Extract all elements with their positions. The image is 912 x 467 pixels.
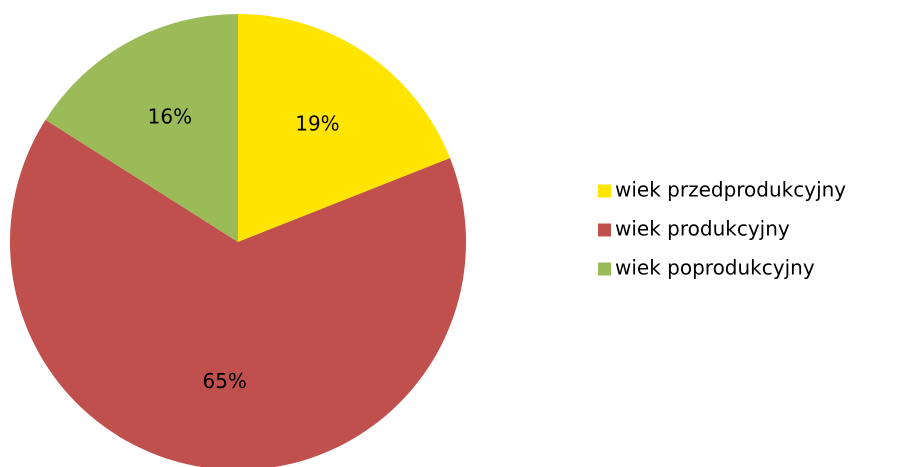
pie-slice-wiek-produkcyjny	[10, 119, 466, 467]
pie-slice-value-label: 19%	[295, 112, 339, 136]
legend-label-wiek-produkcyjny: wiek produkcyjny	[615, 217, 790, 241]
pie-slice-wiek-poprodukcyjny	[45, 14, 239, 242]
legend: wiek przedprodukcyjny wiek produkcyjny wie…	[598, 178, 846, 280]
legend-swatch-wiek-przedprodukcyjny	[598, 184, 611, 198]
pie-slice-labels: 19% 65% 16%	[148, 105, 340, 394]
legend-swatch-wiek-poprodukcyjny	[598, 262, 611, 276]
pie-slices	[10, 14, 466, 467]
legend-label-wiek-przedprodukcyjny: wiek przedprodukcyjny	[615, 178, 846, 202]
pie-slice-value-label: 65%	[202, 369, 246, 393]
legend-swatch-wiek-produkcyjny	[598, 223, 611, 237]
pie-slice-wiek-przedprodukcyjny	[238, 14, 450, 242]
pie-slice-value-label: 16%	[148, 105, 192, 129]
legend-label-wiek-poprodukcyjny: wiek poprodukcyjny	[615, 256, 815, 280]
